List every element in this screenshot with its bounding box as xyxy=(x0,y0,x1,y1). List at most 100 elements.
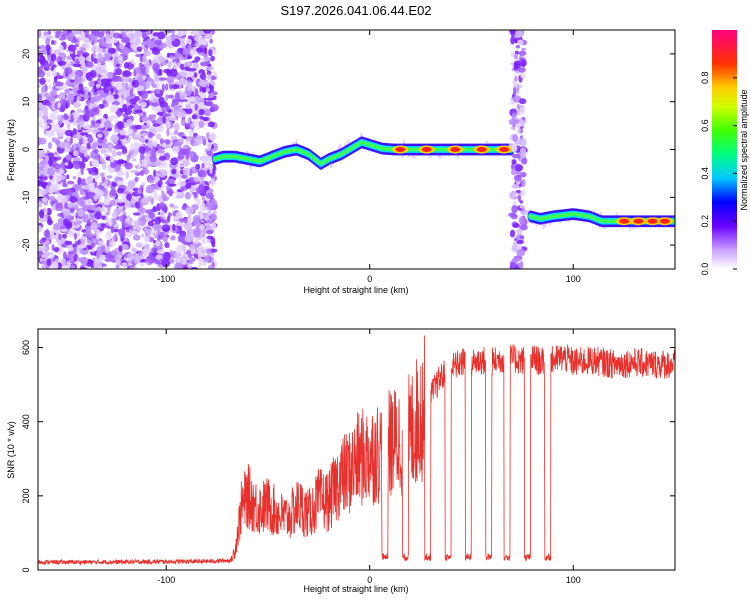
spectral-peak xyxy=(307,153,312,158)
noise-blob xyxy=(518,98,527,105)
noise-blob xyxy=(194,88,199,97)
colorbar-tick-label: 0.8 xyxy=(700,72,710,85)
noise-blob xyxy=(518,235,525,239)
noise-blob xyxy=(166,242,170,249)
noise-blob xyxy=(166,69,173,77)
peak-inner xyxy=(421,147,432,152)
spectral-peak xyxy=(438,147,443,152)
noise-blob xyxy=(110,87,114,95)
x-tick-label: 100 xyxy=(566,274,581,284)
noise-blob xyxy=(87,219,91,225)
noise-blob xyxy=(198,91,207,99)
noise-blob xyxy=(137,82,147,86)
noise-blob xyxy=(67,202,77,208)
noise-blob xyxy=(77,123,81,131)
noise-blob xyxy=(45,128,55,138)
noise-blob xyxy=(80,47,87,52)
noise-blob xyxy=(96,188,101,196)
noise-blob xyxy=(205,66,214,71)
spectral-peak xyxy=(601,219,606,224)
noise-blob xyxy=(99,157,104,163)
noise-blob xyxy=(518,216,525,225)
noise-blob xyxy=(166,52,170,58)
noise-blob xyxy=(204,108,212,117)
noise-blob xyxy=(104,246,111,254)
noise-blob xyxy=(46,167,56,176)
spectral-peak xyxy=(295,147,300,152)
noise-blob xyxy=(44,234,50,238)
noise-blob xyxy=(207,209,212,217)
noise-blob xyxy=(94,180,98,189)
spectral-peak xyxy=(565,212,570,217)
spectral-peak xyxy=(380,146,385,151)
noise-blob xyxy=(86,155,91,160)
noise-blob xyxy=(76,108,83,114)
noise-blob xyxy=(156,117,163,126)
noise-blob xyxy=(40,124,50,130)
peak-inner xyxy=(647,218,658,224)
noise-blob xyxy=(183,222,193,231)
noise-blob xyxy=(82,213,89,219)
noise-blob xyxy=(514,60,522,66)
spectral-peak xyxy=(371,143,376,148)
noise-blob xyxy=(88,79,95,88)
noise-blob xyxy=(165,83,169,91)
noise-blob xyxy=(80,178,86,186)
spectrogram-x-label: Height of straight line (km) xyxy=(303,285,408,295)
colorbar: 0.0 0.2 0.4 0.6 0.8 Normalized spectral ampl… xyxy=(700,30,749,275)
noise-blob xyxy=(79,145,88,154)
noise-blob xyxy=(155,88,161,94)
noise-blob xyxy=(85,56,91,62)
noise-blob xyxy=(66,174,70,180)
noise-blob xyxy=(185,206,195,215)
noise-blob xyxy=(117,199,125,204)
y-tick-label: -10 xyxy=(21,191,31,204)
noise-blob xyxy=(509,229,516,238)
noise-blob xyxy=(122,146,128,156)
spectral-peak xyxy=(350,145,355,150)
noise-blob xyxy=(193,72,198,78)
spectral-peak xyxy=(549,214,554,219)
noise-blob xyxy=(144,60,151,69)
noise-blob xyxy=(168,178,176,184)
noise-blob xyxy=(148,77,153,82)
noise-blob xyxy=(45,102,52,107)
noise-blob xyxy=(138,137,146,143)
noise-blob xyxy=(38,163,42,167)
noise-blob xyxy=(154,216,162,226)
noise-blob xyxy=(121,75,130,84)
spectrogram-heatmap xyxy=(38,30,675,269)
noise-blob xyxy=(149,154,157,163)
noise-blob xyxy=(158,155,167,161)
spectral-peak xyxy=(344,149,349,154)
noise-blob xyxy=(105,94,115,104)
noise-blob xyxy=(47,215,52,224)
noise-blob xyxy=(104,258,112,262)
noise-blob xyxy=(205,100,214,107)
noise-blob xyxy=(47,30,52,35)
noise-blob xyxy=(119,130,128,136)
noise-blob xyxy=(127,128,135,134)
peak-inner xyxy=(450,147,461,152)
noise-blob xyxy=(130,169,139,174)
spectral-peak xyxy=(359,140,364,145)
noise-blob xyxy=(202,57,209,61)
noise-blob xyxy=(161,193,167,201)
noise-blob xyxy=(152,63,160,71)
noise-blob xyxy=(100,207,107,213)
noise-blob xyxy=(95,73,99,78)
noise-blob xyxy=(156,111,164,116)
noise-blob xyxy=(38,137,47,145)
noise-blob xyxy=(201,236,207,245)
noise-blob xyxy=(98,103,105,109)
noise-blob xyxy=(126,252,134,262)
noise-blob xyxy=(96,90,105,95)
noise-blob xyxy=(518,50,527,56)
noise-blob xyxy=(121,138,127,147)
noise-blob xyxy=(202,116,208,122)
noise-blob xyxy=(38,30,42,38)
noise-blob xyxy=(209,132,217,142)
noise-blob xyxy=(203,30,212,34)
noise-blob xyxy=(127,136,131,143)
noise-blob xyxy=(210,55,215,62)
